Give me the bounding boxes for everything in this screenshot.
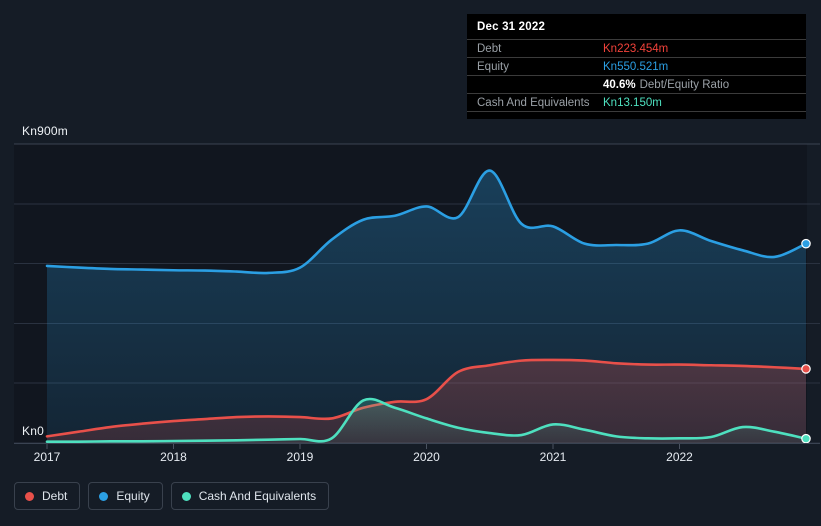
x-tick-label-2021: 2021: [539, 450, 567, 464]
x-tick-label-2020: 2020: [413, 450, 440, 464]
endpoint-marker-cash: [801, 433, 811, 444]
legend-item-cash[interactable]: Cash And Equivalents: [170, 482, 330, 510]
endpoint-marker-equity: [801, 238, 811, 249]
series-line-debt: [45, 358, 808, 438]
x-tick-label-2019: 2019: [286, 450, 314, 464]
tooltip-title: Dec 31 2022: [477, 21, 546, 33]
legend-dot-icon: [181, 491, 191, 501]
tooltip-value-debt: Kn223.454m: [603, 42, 669, 55]
series-line-equity: [45, 169, 808, 275]
chart-legend: Debt Equity Cash And Equivalents: [14, 482, 330, 510]
y-axis-zero-label: Kn0: [22, 424, 44, 438]
tooltip-row-debt: Debt Kn223.454m: [467, 39, 806, 57]
x-tick-label-2022: 2022: [666, 450, 693, 464]
tooltip-value-cash: Kn13.150m: [603, 96, 662, 109]
endpoint-marker-debt: [801, 364, 811, 374]
tooltip-label-ratio: Debt/Equity Ratio: [639, 78, 730, 91]
data-tooltip: Dec 31 2022 Debt Kn223.454m Equity Kn550…: [467, 14, 806, 119]
tooltip-label-debt: Debt: [477, 42, 502, 55]
tooltip-row-cash: Cash And Equivalents Kn13.150m: [467, 93, 806, 112]
x-axis-ticks: [46, 444, 680, 449]
tooltip-row-equity: Equity Kn550.521m: [467, 57, 806, 75]
x-tick-label-2017: 2017: [33, 450, 61, 464]
x-tick-label-2018: 2018: [160, 450, 187, 464]
legend-label: Equity: [116, 489, 150, 503]
series-area-debt: [47, 359, 806, 443]
tooltip-value-equity: Kn550.521m: [603, 60, 669, 73]
legend-label: Cash And Equivalents: [198, 489, 317, 503]
endpoint-markers: [801, 238, 811, 444]
legend-item-equity[interactable]: Equity: [88, 482, 163, 510]
series-line-cash: [45, 397, 808, 443]
legend-label: Debt: [42, 489, 68, 503]
legend-dot-icon: [25, 491, 34, 501]
tooltip-label-equity: Equity: [477, 60, 509, 73]
tooltip-value-ratio: 40.6%: [603, 78, 636, 91]
series-area-cash: [47, 398, 806, 443]
series-cash: [45, 397, 808, 443]
y-axis-max-label: Kn900m: [22, 124, 68, 138]
series-debt: [45, 358, 808, 443]
legend-item-debt[interactable]: Debt: [14, 482, 81, 510]
tooltip-label-cash: Cash And Equivalents: [477, 96, 590, 109]
tooltip-row-ratio: 40.6% Debt/Equity Ratio: [467, 75, 806, 93]
legend-dot-icon: [99, 491, 109, 501]
